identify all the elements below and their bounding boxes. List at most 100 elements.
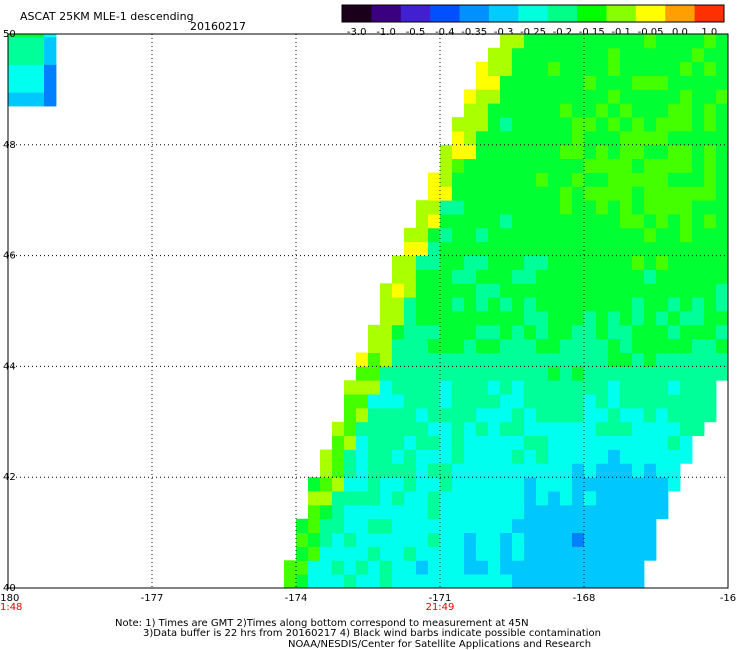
- swath-cell: [644, 255, 657, 270]
- swath-cell: [656, 117, 669, 132]
- swath-cell: [464, 518, 477, 533]
- swath-cell: [656, 352, 669, 367]
- swath-cell: [596, 186, 609, 201]
- swath-cell: [452, 518, 465, 533]
- swath-cell: [692, 172, 705, 187]
- swath-cell: [380, 560, 393, 575]
- swath-cell: [308, 504, 321, 520]
- swath-cell: [404, 407, 417, 423]
- swath-cell: [608, 172, 621, 187]
- swath-cell: [596, 103, 609, 118]
- swath-cell: [8, 64, 21, 79]
- swath-cell: [716, 255, 728, 270]
- swath-cell: [512, 34, 525, 49]
- swath-cell: [524, 241, 537, 256]
- swath-cell: [464, 130, 477, 146]
- swath-cell: [440, 324, 453, 340]
- swath-cell: [644, 546, 657, 561]
- swath-cell: [512, 241, 525, 256]
- swath-cell: [572, 311, 585, 326]
- swath-cell: [620, 546, 633, 561]
- swath-cell: [656, 103, 669, 118]
- swath-cell: [632, 518, 645, 533]
- swath-cell: [584, 75, 597, 90]
- swath-cell: [536, 75, 549, 90]
- swath-cell: [668, 421, 681, 437]
- swath-cell: [380, 449, 393, 464]
- swath-cell: [692, 34, 705, 49]
- swath-cell: [584, 130, 597, 146]
- swath-cell: [488, 324, 501, 340]
- swath-cell: [704, 103, 717, 118]
- swath-cell: [656, 421, 669, 437]
- grid-lines: [8, 34, 728, 588]
- swath-cell: [632, 34, 645, 49]
- swath-cell: [416, 324, 429, 340]
- swath-cell: [584, 200, 597, 215]
- swath-cell: [596, 449, 609, 464]
- swath-cell: [404, 311, 417, 326]
- swath-cell: [572, 532, 585, 547]
- colorbar-swatch: [635, 5, 666, 22]
- colorbar-tick-label: -0.05: [638, 27, 664, 38]
- swath-cell: [608, 380, 621, 395]
- swath-cell: [536, 380, 549, 395]
- swath-cell: [452, 200, 465, 215]
- swath-cell: [428, 338, 441, 353]
- swath-cell: [632, 546, 645, 561]
- swath-cell: [428, 532, 441, 547]
- swath-cell: [716, 144, 728, 160]
- swath-cell: [8, 50, 21, 65]
- swath-cell: [440, 338, 453, 353]
- swath-cell: [524, 172, 537, 187]
- swath-cell: [560, 89, 573, 104]
- swath-cell: [584, 144, 597, 160]
- swath-cell: [716, 200, 728, 215]
- swath-cell: [620, 241, 633, 256]
- swath-cell: [464, 144, 477, 160]
- swath-cell: [608, 89, 621, 104]
- swath-cell: [596, 89, 609, 104]
- swath-cell: [632, 269, 645, 284]
- swath-cell: [380, 532, 393, 547]
- swath-cell: [404, 366, 417, 381]
- swath-cell: [572, 421, 585, 437]
- swath-cell: [440, 144, 453, 160]
- swath-cell: [20, 78, 33, 93]
- swath-cell: [536, 186, 549, 201]
- swath-cell: [716, 241, 728, 256]
- colorbar-swatch: [694, 5, 725, 22]
- swath-cell: [44, 50, 57, 65]
- swath-cell: [488, 297, 501, 312]
- swath-cell: [476, 574, 489, 588]
- swath-cell: [416, 463, 429, 478]
- swath-cell: [392, 269, 405, 284]
- swath-cell: [704, 380, 717, 395]
- swath-cell: [584, 546, 597, 561]
- swath-cell: [560, 477, 573, 492]
- swath-cell: [500, 546, 513, 561]
- swath-cell: [692, 297, 705, 312]
- swath-cell: [452, 407, 465, 423]
- swath-cell: [536, 560, 549, 575]
- swath-cell: [524, 560, 537, 575]
- swath-cell: [656, 89, 669, 104]
- swath-cell: [632, 283, 645, 298]
- swath-cell: [536, 435, 549, 450]
- swath-cell: [464, 463, 477, 478]
- swath-cell: [596, 34, 609, 49]
- x-tick-label: -174: [285, 593, 308, 604]
- swath-cell: [572, 380, 585, 395]
- swath-cell: [584, 380, 597, 395]
- swath-cell: [428, 518, 441, 533]
- swath-cell: [404, 463, 417, 478]
- swath-cell: [320, 477, 333, 492]
- swath-cell: [500, 338, 513, 353]
- swath-cell: [392, 435, 405, 450]
- swath-cell: [620, 47, 633, 63]
- swath-cell: [488, 241, 501, 256]
- swath-cell: [464, 241, 477, 256]
- swath-cell: [620, 574, 633, 588]
- swath-cell: [644, 130, 657, 146]
- colorbar-tick-label: 0.0: [672, 27, 688, 38]
